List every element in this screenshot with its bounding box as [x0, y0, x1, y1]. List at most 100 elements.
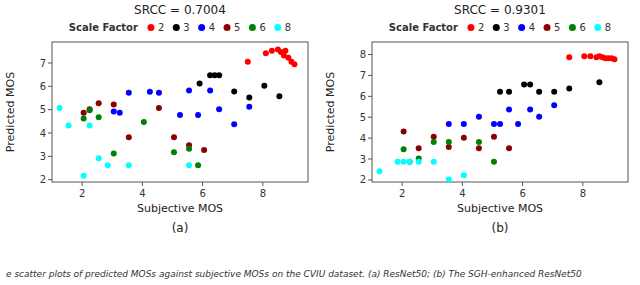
point: [263, 50, 269, 56]
point: [521, 81, 527, 87]
legend-entry: 6: [259, 22, 265, 33]
x-tick: [582, 182, 583, 186]
point: [416, 145, 422, 151]
y-tick-label: 6: [360, 91, 366, 102]
point: [431, 139, 437, 145]
point: [261, 83, 267, 89]
point: [476, 114, 482, 120]
point: [57, 105, 63, 111]
point: [407, 159, 413, 165]
x-tick-label: 6: [519, 188, 525, 199]
point: [446, 176, 452, 182]
point: [231, 88, 237, 94]
legend-swatch: [544, 24, 551, 31]
point: [195, 162, 201, 168]
point: [401, 128, 407, 134]
legend-entry: 4: [209, 22, 215, 33]
y-tick-label: 4: [40, 128, 46, 139]
point: [431, 134, 437, 140]
point: [87, 107, 93, 113]
y-tick: [368, 54, 372, 55]
point: [117, 110, 123, 116]
point: [126, 162, 132, 168]
legend-entry: 5: [554, 22, 560, 33]
point: [216, 72, 222, 78]
legend-entry: 3: [503, 22, 509, 33]
legend-swatch: [224, 24, 231, 31]
point: [81, 116, 87, 122]
point: [476, 145, 482, 151]
y-tick-label: 3: [360, 154, 366, 165]
legend-swatch: [249, 24, 256, 31]
point: [566, 54, 572, 60]
sub-label: (a): [172, 221, 189, 235]
y-tick: [48, 86, 52, 87]
point: [246, 104, 252, 110]
point: [491, 121, 497, 127]
point: [401, 146, 407, 152]
point: [177, 112, 183, 118]
y-tick: [368, 75, 372, 76]
legend-entry: 8: [605, 22, 611, 33]
point: [476, 139, 482, 145]
plot-frame: [52, 42, 308, 182]
legend-entry: 6: [579, 22, 585, 33]
legend-swatch: [518, 24, 525, 31]
point: [431, 159, 437, 165]
point: [395, 159, 401, 165]
title: SRCC = 0.7004: [134, 3, 226, 17]
point: [96, 155, 102, 161]
point: [186, 162, 192, 168]
figure: SRCC = 0.70042345672468Subjective MOSPre…: [0, 0, 640, 285]
legend-swatch: [198, 24, 205, 31]
y-tick-label: 2: [360, 174, 366, 185]
point: [156, 105, 162, 111]
point: [446, 121, 452, 127]
point: [497, 89, 503, 95]
legend-entry: 8: [285, 22, 291, 33]
point: [105, 162, 111, 168]
legend-entry: 2: [158, 22, 164, 33]
point: [497, 121, 503, 127]
x-tick-label: 2: [399, 188, 405, 199]
x-tick: [522, 182, 523, 186]
x-tick-label: 8: [260, 188, 266, 199]
point: [461, 172, 467, 178]
panel: SRCC = 0.70042345672468Subjective MOSPre…: [4, 3, 308, 235]
y-axis-label: Predicted MOS: [4, 72, 17, 152]
y-axis-label: Predicted MOS: [324, 72, 337, 152]
point: [201, 147, 207, 153]
point: [186, 88, 192, 94]
point: [269, 48, 275, 54]
point: [506, 106, 512, 112]
legend: Scale Factor234568: [389, 22, 611, 33]
point: [81, 110, 87, 116]
plot-frame: [372, 42, 628, 182]
point: [377, 168, 383, 174]
point: [461, 135, 467, 141]
point: [407, 159, 413, 165]
y-tick-label: 6: [40, 81, 46, 92]
point: [87, 123, 93, 129]
legend-entry: 4: [529, 22, 535, 33]
points: [377, 53, 618, 182]
legend-entry: 3: [183, 22, 189, 33]
point: [587, 53, 593, 59]
y-tick: [368, 138, 372, 139]
y-tick-label: 4: [360, 133, 366, 144]
x-tick-label: 2: [79, 188, 85, 199]
title: SRCC = 0.9301: [454, 3, 546, 17]
point: [245, 59, 251, 65]
point: [171, 134, 177, 140]
point: [461, 121, 467, 127]
x-tick-label: 6: [199, 188, 205, 199]
legend-entry: 5: [234, 22, 240, 33]
x-tick-label: 4: [459, 188, 465, 199]
point: [111, 151, 117, 157]
y-tick: [48, 133, 52, 134]
point: [401, 159, 407, 165]
x-tick: [142, 182, 143, 186]
point: [246, 95, 252, 101]
legend-swatch: [569, 24, 576, 31]
legend-entry: 2: [478, 22, 484, 33]
